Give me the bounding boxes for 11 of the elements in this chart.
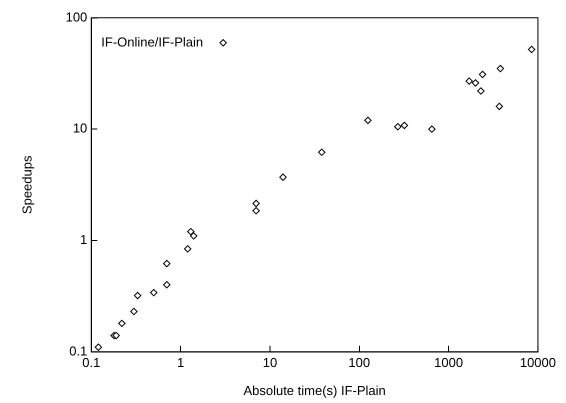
y-tick-label: 10 (72, 120, 88, 136)
x-tick-label: 1000 (434, 355, 464, 370)
x-tick-label: 1 (177, 355, 184, 370)
y-tick-label: 1 (80, 232, 88, 248)
x-tick-label: 100 (348, 355, 370, 370)
y-axis-title: Speedups (19, 155, 34, 214)
x-axis-title: Absolute time(s) IF-Plain (243, 382, 386, 398)
x-tick-label: 10000 (520, 355, 556, 370)
legend-label: IF-Online/IF-Plain (101, 34, 204, 50)
x-tick-label: 10 (262, 355, 278, 370)
y-tick-label: 100 (66, 9, 88, 24)
